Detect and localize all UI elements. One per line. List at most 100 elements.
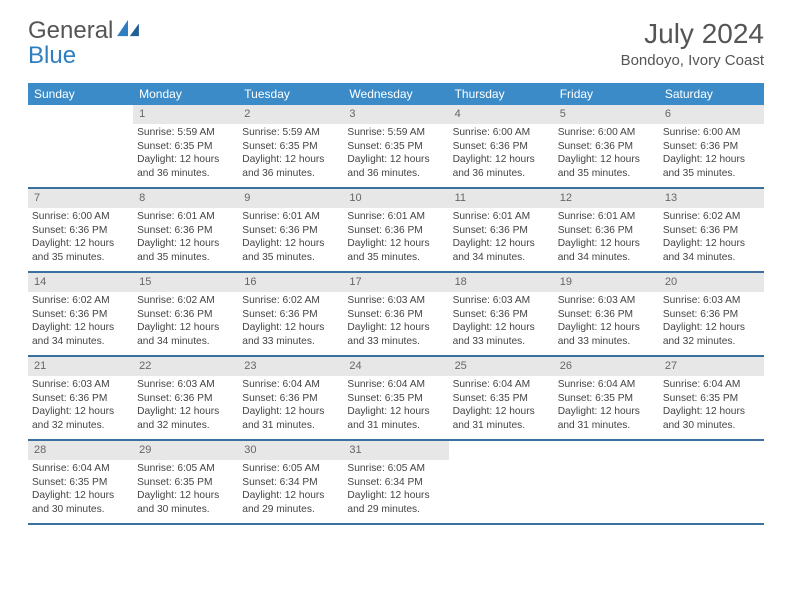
day-number: 1 — [133, 105, 238, 124]
day-header-cell: Friday — [554, 83, 659, 105]
sunrise-line: Sunrise: 6:04 AM — [558, 378, 655, 392]
daylight-line: Daylight: 12 hours and 34 minutes. — [558, 237, 655, 265]
daylight-line: Daylight: 12 hours and 33 minutes. — [558, 321, 655, 349]
day-details: Sunrise: 6:03 AMSunset: 6:36 PMDaylight:… — [343, 292, 448, 352]
sunset-line: Sunset: 6:36 PM — [242, 308, 339, 322]
sunset-line: Sunset: 6:36 PM — [32, 392, 129, 406]
sunrise-line: Sunrise: 6:03 AM — [453, 294, 550, 308]
day-cell: 9Sunrise: 6:01 AMSunset: 6:36 PMDaylight… — [238, 189, 343, 271]
sunrise-line: Sunrise: 6:03 AM — [32, 378, 129, 392]
sunrise-line: Sunrise: 6:02 AM — [32, 294, 129, 308]
sunrise-line: Sunrise: 5:59 AM — [347, 126, 444, 140]
day-number: 30 — [238, 441, 343, 460]
sunrise-line: Sunrise: 6:04 AM — [242, 378, 339, 392]
daylight-line: Daylight: 12 hours and 36 minutes. — [347, 153, 444, 181]
daylight-line: Daylight: 12 hours and 33 minutes. — [453, 321, 550, 349]
day-details: Sunrise: 6:02 AMSunset: 6:36 PMDaylight:… — [238, 292, 343, 352]
sunset-line: Sunset: 6:36 PM — [137, 392, 234, 406]
day-number: 4 — [449, 105, 554, 124]
day-number: 31 — [343, 441, 448, 460]
day-number: 18 — [449, 273, 554, 292]
daylight-line: Daylight: 12 hours and 33 minutes. — [242, 321, 339, 349]
daylight-line: Daylight: 12 hours and 36 minutes. — [242, 153, 339, 181]
day-cell: 2Sunrise: 5:59 AMSunset: 6:35 PMDaylight… — [238, 105, 343, 187]
day-cell: 7Sunrise: 6:00 AMSunset: 6:36 PMDaylight… — [28, 189, 133, 271]
day-cell: 12Sunrise: 6:01 AMSunset: 6:36 PMDayligh… — [554, 189, 659, 271]
daylight-line: Daylight: 12 hours and 35 minutes. — [137, 237, 234, 265]
day-number: 24 — [343, 357, 448, 376]
day-cell: 28Sunrise: 6:04 AMSunset: 6:35 PMDayligh… — [28, 441, 133, 523]
sunset-line: Sunset: 6:36 PM — [32, 308, 129, 322]
day-number: 15 — [133, 273, 238, 292]
sunset-line: Sunset: 6:36 PM — [137, 308, 234, 322]
day-number: 2 — [238, 105, 343, 124]
daylight-line: Daylight: 12 hours and 35 minutes. — [663, 153, 760, 181]
sunset-line: Sunset: 6:35 PM — [558, 392, 655, 406]
sunset-line: Sunset: 6:36 PM — [242, 392, 339, 406]
sunset-line: Sunset: 6:36 PM — [347, 224, 444, 238]
logo-text-general: General — [28, 18, 113, 43]
day-details: Sunrise: 6:00 AMSunset: 6:36 PMDaylight:… — [28, 208, 133, 268]
location: Bondoyo, Ivory Coast — [621, 52, 764, 69]
sunrise-line: Sunrise: 6:01 AM — [453, 210, 550, 224]
day-cell: 20Sunrise: 6:03 AMSunset: 6:36 PMDayligh… — [659, 273, 764, 355]
day-details: Sunrise: 6:04 AMSunset: 6:36 PMDaylight:… — [238, 376, 343, 436]
sunset-line: Sunset: 6:36 PM — [453, 308, 550, 322]
day-details: Sunrise: 6:02 AMSunset: 6:36 PMDaylight:… — [659, 208, 764, 268]
sunrise-line: Sunrise: 6:04 AM — [32, 462, 129, 476]
day-details: Sunrise: 6:00 AMSunset: 6:36 PMDaylight:… — [659, 124, 764, 184]
week-row: 7Sunrise: 6:00 AMSunset: 6:36 PMDaylight… — [28, 189, 764, 273]
sunrise-line: Sunrise: 6:00 AM — [558, 126, 655, 140]
daylight-line: Daylight: 12 hours and 32 minutes. — [663, 321, 760, 349]
sunrise-line: Sunrise: 6:00 AM — [32, 210, 129, 224]
day-details: Sunrise: 5:59 AMSunset: 6:35 PMDaylight:… — [238, 124, 343, 184]
day-number: 29 — [133, 441, 238, 460]
day-details: Sunrise: 6:03 AMSunset: 6:36 PMDaylight:… — [133, 376, 238, 436]
day-cell: 11Sunrise: 6:01 AMSunset: 6:36 PMDayligh… — [449, 189, 554, 271]
day-details: Sunrise: 6:03 AMSunset: 6:36 PMDaylight:… — [659, 292, 764, 352]
day-number: 12 — [554, 189, 659, 208]
day-cell: 19Sunrise: 6:03 AMSunset: 6:36 PMDayligh… — [554, 273, 659, 355]
day-cell: 1Sunrise: 5:59 AMSunset: 6:35 PMDaylight… — [133, 105, 238, 187]
sunrise-line: Sunrise: 6:03 AM — [558, 294, 655, 308]
day-number: 5 — [554, 105, 659, 124]
day-header-cell: Tuesday — [238, 83, 343, 105]
day-number: 11 — [449, 189, 554, 208]
day-details: Sunrise: 6:03 AMSunset: 6:36 PMDaylight:… — [449, 292, 554, 352]
day-details: Sunrise: 6:03 AMSunset: 6:36 PMDaylight:… — [28, 376, 133, 436]
day-header-row: SundayMondayTuesdayWednesdayThursdayFrid… — [28, 83, 764, 105]
day-number: 27 — [659, 357, 764, 376]
day-details: Sunrise: 6:01 AMSunset: 6:36 PMDaylight:… — [238, 208, 343, 268]
daylight-line: Daylight: 12 hours and 31 minutes. — [558, 405, 655, 433]
daylight-line: Daylight: 12 hours and 30 minutes. — [32, 489, 129, 517]
sunrise-line: Sunrise: 6:01 AM — [242, 210, 339, 224]
day-details: Sunrise: 6:01 AMSunset: 6:36 PMDaylight:… — [554, 208, 659, 268]
day-number: 20 — [659, 273, 764, 292]
daylight-line: Daylight: 12 hours and 35 minutes. — [242, 237, 339, 265]
day-details: Sunrise: 5:59 AMSunset: 6:35 PMDaylight:… — [133, 124, 238, 184]
sunrise-line: Sunrise: 6:02 AM — [137, 294, 234, 308]
day-number: 26 — [554, 357, 659, 376]
calendar: SundayMondayTuesdayWednesdayThursdayFrid… — [28, 83, 764, 525]
day-number: 8 — [133, 189, 238, 208]
sunrise-line: Sunrise: 6:02 AM — [242, 294, 339, 308]
sunset-line: Sunset: 6:36 PM — [663, 224, 760, 238]
sunset-line: Sunset: 6:35 PM — [242, 140, 339, 154]
sunset-line: Sunset: 6:35 PM — [32, 476, 129, 490]
sunrise-line: Sunrise: 6:04 AM — [663, 378, 760, 392]
day-cell — [659, 441, 764, 523]
sunrise-line: Sunrise: 6:05 AM — [242, 462, 339, 476]
sunset-line: Sunset: 6:36 PM — [453, 140, 550, 154]
week-row: 28Sunrise: 6:04 AMSunset: 6:35 PMDayligh… — [28, 441, 764, 525]
day-number: 23 — [238, 357, 343, 376]
sunset-line: Sunset: 6:35 PM — [453, 392, 550, 406]
sunset-line: Sunset: 6:36 PM — [663, 140, 760, 154]
day-details: Sunrise: 6:04 AMSunset: 6:35 PMDaylight:… — [659, 376, 764, 436]
day-number: 17 — [343, 273, 448, 292]
day-details: Sunrise: 6:02 AMSunset: 6:36 PMDaylight:… — [133, 292, 238, 352]
day-header-cell: Monday — [133, 83, 238, 105]
day-cell: 31Sunrise: 6:05 AMSunset: 6:34 PMDayligh… — [343, 441, 448, 523]
sunset-line: Sunset: 6:36 PM — [453, 224, 550, 238]
day-cell: 8Sunrise: 6:01 AMSunset: 6:36 PMDaylight… — [133, 189, 238, 271]
daylight-line: Daylight: 12 hours and 36 minutes. — [137, 153, 234, 181]
